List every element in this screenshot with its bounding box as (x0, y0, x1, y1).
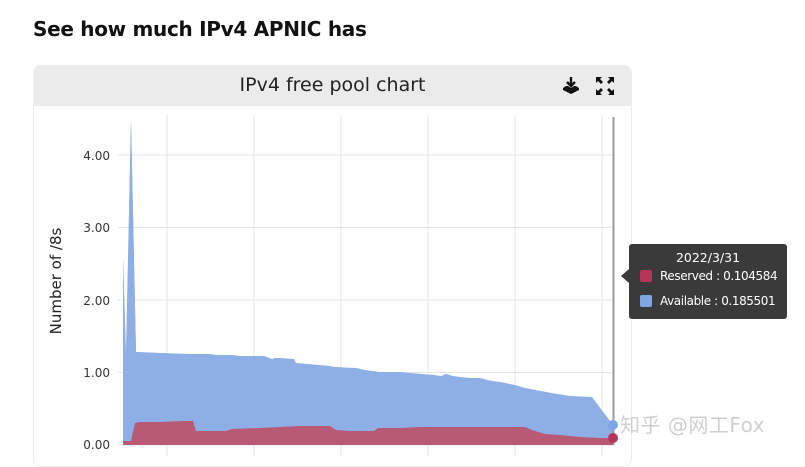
svg-text:4.00: 4.00 (83, 149, 110, 163)
tooltip-reserved-value: Reserved : 0.104584 (660, 269, 778, 283)
reserved-area (123, 421, 613, 445)
chart-plot[interactable]: 0.00 1.00 2.00 3.00 4.00 Number of /8s (0, 0, 805, 456)
tooltip-row-reserved: Reserved : 0.104584 (640, 268, 778, 284)
fullscreen-icon[interactable] (594, 75, 616, 97)
chart-title: IPv4 free pool chart (239, 74, 426, 96)
y-tick-labels: 0.00 1.00 2.00 3.00 4.00 (83, 149, 110, 452)
svg-text:2.00: 2.00 (83, 294, 110, 308)
tooltip-row-available: Available : 0.185501 (640, 293, 776, 309)
y-axis-label: Number of /8s (47, 227, 65, 334)
svg-text:3.00: 3.00 (83, 221, 110, 235)
chart-card-header: IPv4 free pool chart (34, 66, 631, 106)
svg-text:0.00: 0.00 (83, 438, 110, 452)
available-area-main (123, 120, 613, 445)
reserved-marker (608, 433, 618, 443)
chart-tooltip: 2022/3/31 Reserved : 0.104584 Available … (621, 244, 787, 319)
download-icon[interactable] (560, 75, 582, 97)
watermark: 知乎 @网工Fox (620, 413, 766, 437)
available-marker (608, 420, 618, 430)
reserved-swatch-icon (640, 270, 652, 282)
tooltip-available-value: Available : 0.185501 (660, 294, 776, 308)
tooltip-date: 2022/3/31 (675, 250, 741, 265)
page-heading: See how much IPv4 APNIC has (33, 17, 367, 41)
available-swatch-icon (640, 295, 652, 307)
svg-text:1.00: 1.00 (83, 366, 110, 380)
